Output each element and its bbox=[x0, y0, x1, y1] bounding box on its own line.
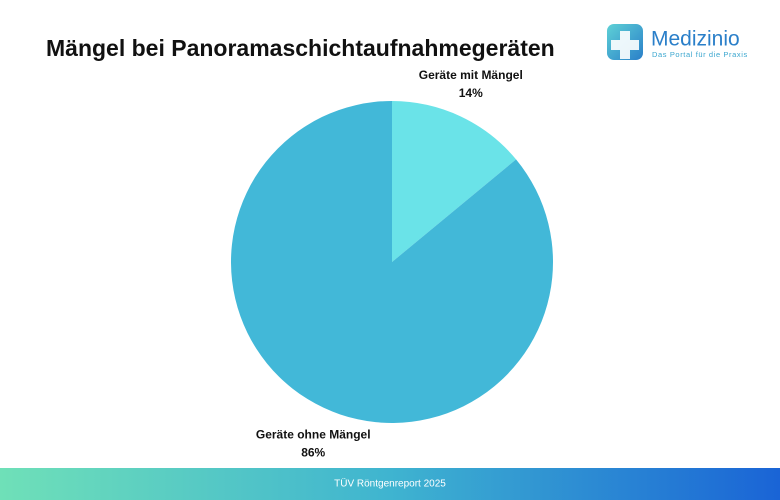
value-label: 14% bbox=[459, 86, 483, 100]
pie-slice bbox=[230, 101, 553, 424]
pie-slice bbox=[392, 101, 517, 262]
logo-name: Medizinio bbox=[651, 28, 740, 51]
slice-label: Geräte mit Mängel bbox=[419, 68, 523, 82]
pie: Geräte mit Mängel 14% Geräte ohne Mängel 86… bbox=[230, 68, 553, 460]
slice-label: Geräte ohne Mängel bbox=[256, 428, 371, 442]
value-label: 86% bbox=[301, 446, 325, 460]
logo: Medizinio Das Portal für die Praxis bbox=[607, 24, 748, 60]
logo-tagline: Das Portal für die Praxis bbox=[652, 50, 748, 59]
source: TÜV Röntgenreport 2025 bbox=[334, 478, 446, 490]
logo-cross bbox=[611, 31, 639, 59]
footer-bar bbox=[0, 468, 780, 500]
chart-title: Mängel bei Panoramaschichtaufnahmegeräte… bbox=[46, 35, 555, 61]
